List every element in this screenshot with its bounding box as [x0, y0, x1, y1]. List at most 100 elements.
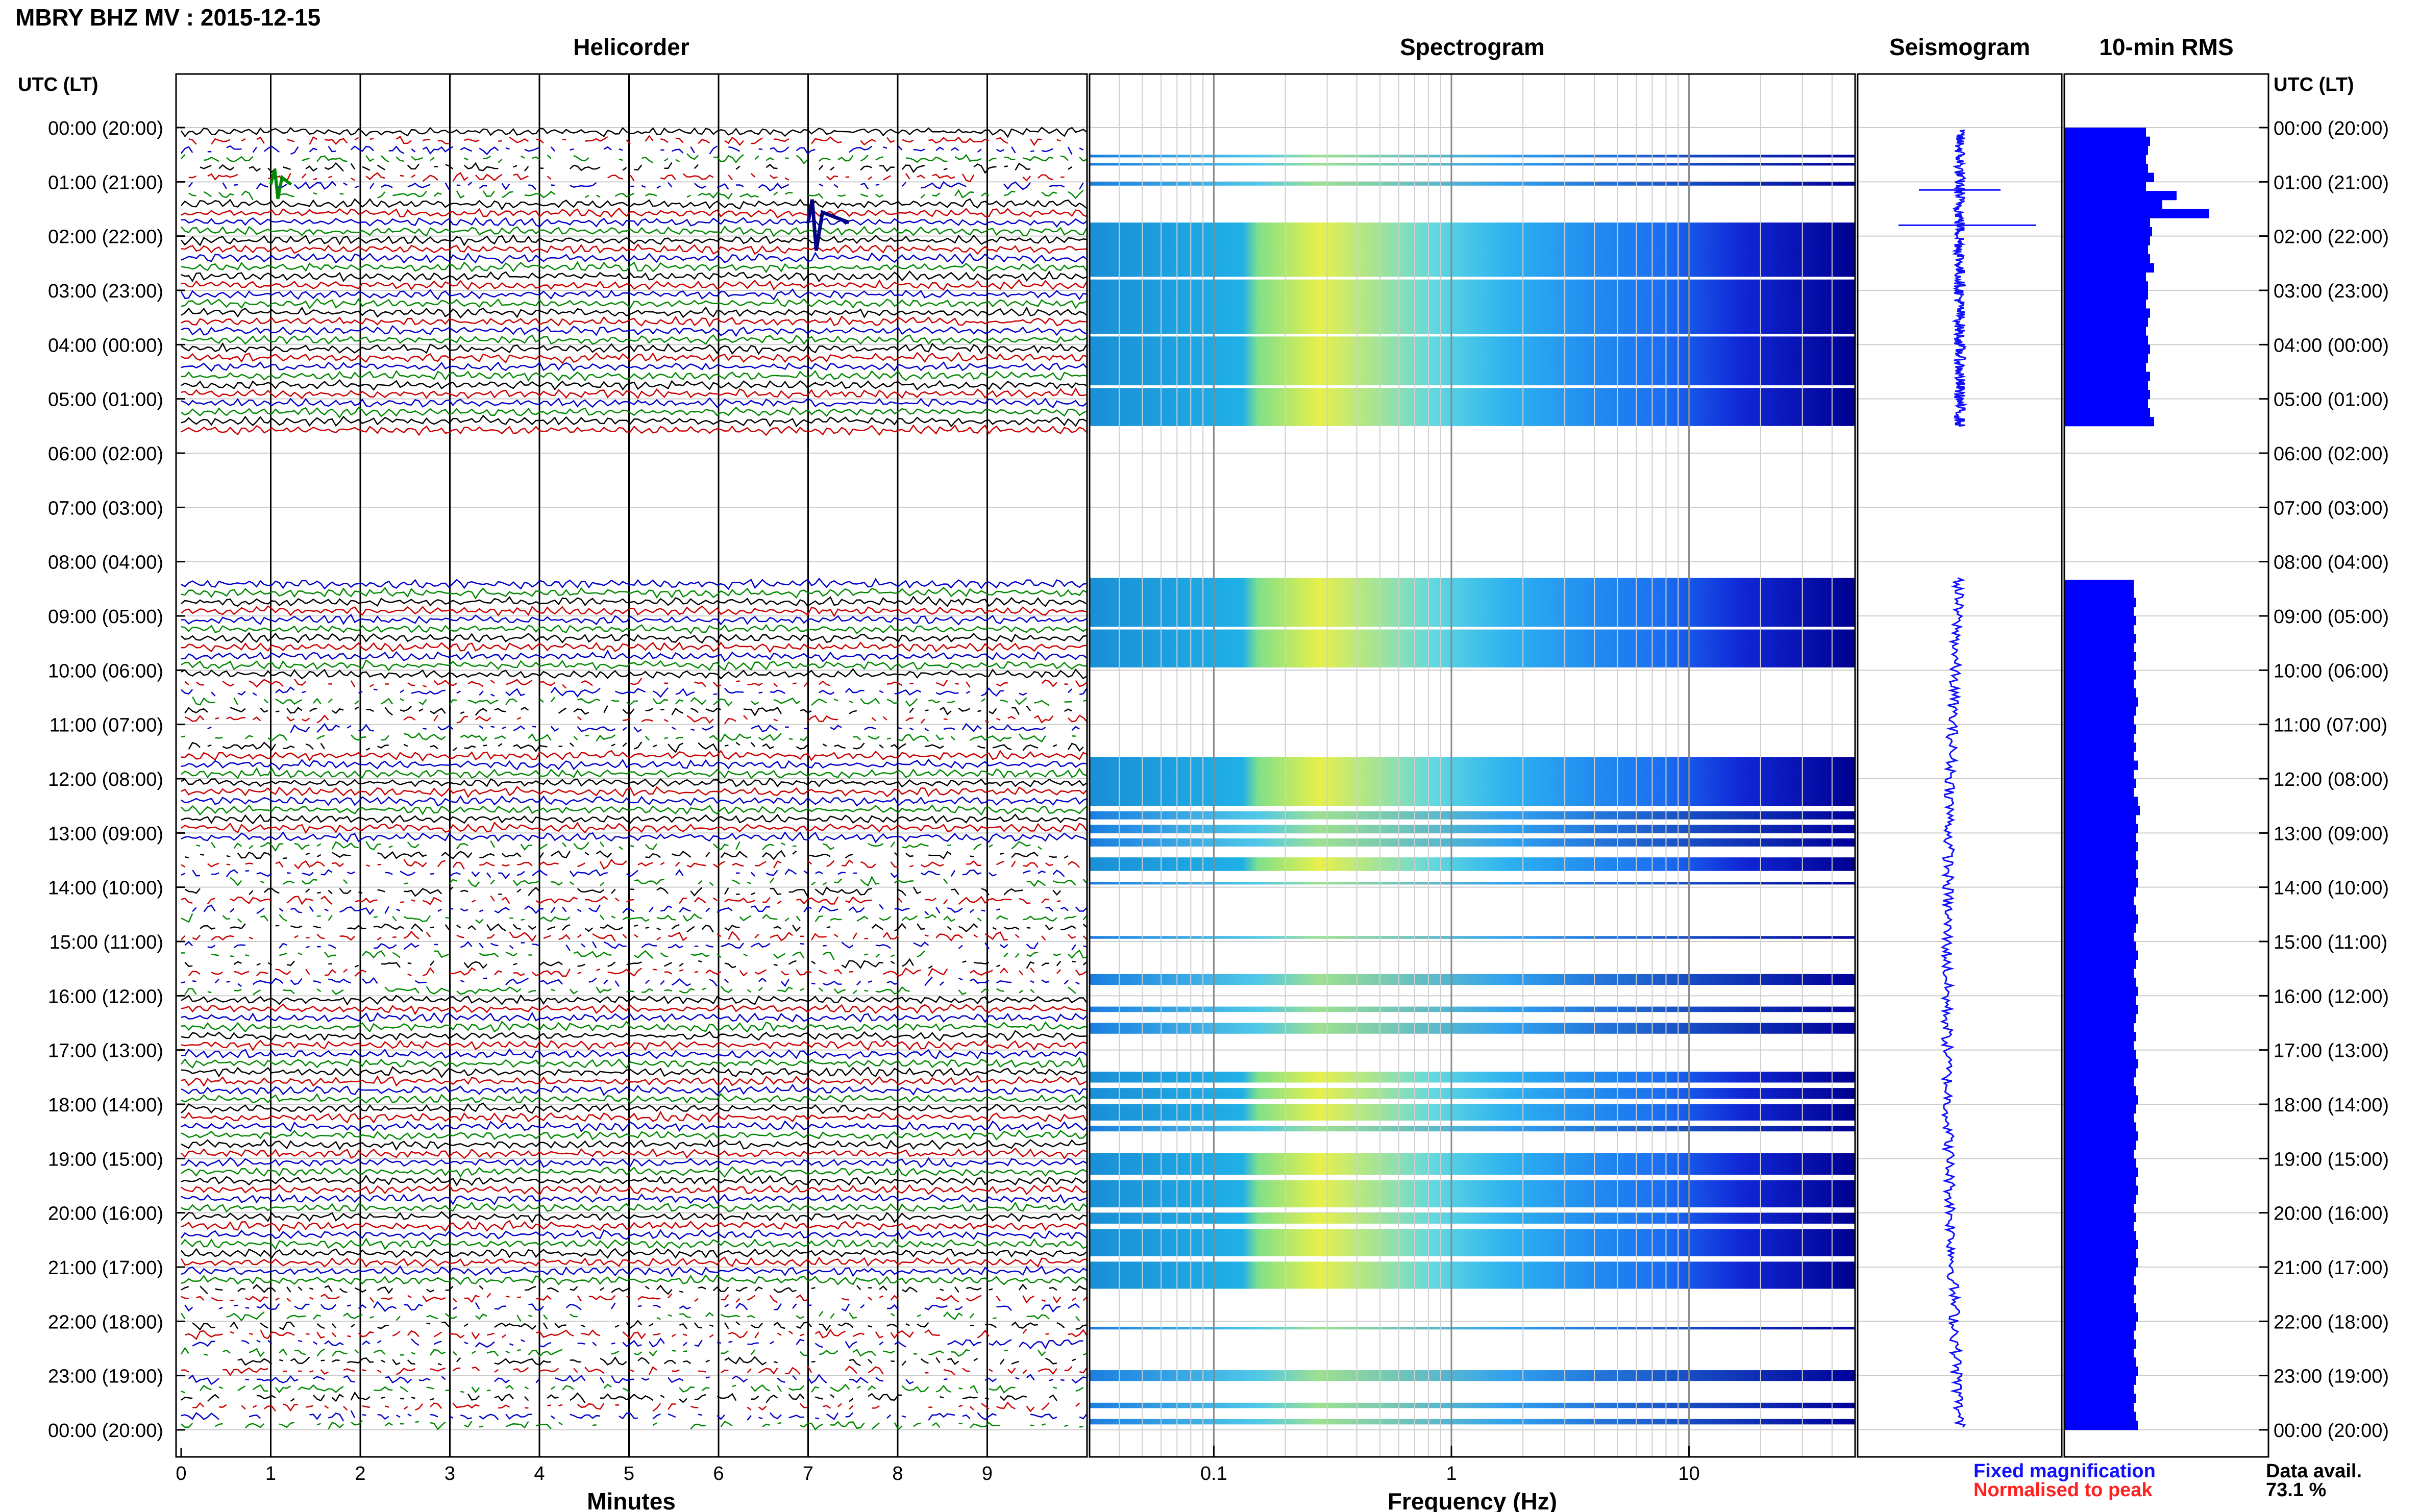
- rms-bar: [2064, 1394, 2136, 1403]
- rms-bar: [2064, 779, 2136, 788]
- time-tick-label-right: 14:00 (10:00): [2274, 878, 2389, 899]
- rms-bar: [2064, 317, 2148, 327]
- rms-bar: [2064, 236, 2150, 245]
- rms-bar: [2064, 1176, 2136, 1186]
- helicorder-trace: [181, 613, 1088, 626]
- time-tick-label-left: 02:00 (22:00): [48, 227, 163, 248]
- rms-bar: [2064, 145, 2148, 155]
- helicorder-trace: [181, 1030, 1088, 1042]
- helicorder-trace: [181, 605, 1088, 617]
- helicorder-trace: [181, 424, 1088, 436]
- time-tick-label-left: 17:00 (13:00): [48, 1040, 163, 1062]
- rms-bar: [2064, 1185, 2138, 1195]
- helicorder-trace: [181, 334, 1088, 345]
- helicorder-trace: [180, 1229, 1088, 1241]
- helicorder-trace: [184, 714, 1088, 725]
- rms-bar: [2064, 1104, 2136, 1114]
- helicorder-trace: [184, 941, 1088, 951]
- rms-bar: [2064, 851, 2136, 860]
- data-avail-label: Data avail.: [2266, 1460, 2362, 1482]
- helicorder-trace: [181, 306, 1088, 319]
- helicorder-xlabel: Minutes: [587, 1488, 676, 1512]
- helicorder-trace: [181, 379, 1088, 391]
- rms-bar: [2064, 335, 2148, 345]
- rms-bar: [2064, 1212, 2136, 1222]
- rms-bar: [2064, 136, 2150, 146]
- rms-bar: [2064, 1149, 2134, 1159]
- helicorder-trace: [181, 930, 1088, 942]
- rms-bar: [2064, 1203, 2134, 1213]
- spectrogram-band: [1090, 1006, 1855, 1012]
- rms-bar: [2064, 389, 2150, 400]
- helicorder-traces: [181, 74, 1087, 1457]
- helicorder-trace: [181, 234, 1088, 246]
- helicorder-trace: [181, 1120, 1088, 1133]
- helicorder-trace: [181, 1174, 1088, 1186]
- freq-tick-label: 10: [1678, 1463, 1699, 1484]
- rms-bar: [2064, 887, 2136, 897]
- helicorder-trace: [181, 198, 1088, 211]
- rms-bar: [2064, 1366, 2138, 1376]
- spectrogram-band: [1090, 1072, 1855, 1083]
- rms-bar: [2064, 905, 2136, 915]
- helicorder-trace: [181, 1211, 1088, 1224]
- helicorder-trace: [181, 596, 1088, 607]
- spectrogram-band: [1090, 825, 1855, 833]
- helicorder-trace: [181, 1410, 1088, 1422]
- rms-bar: [2064, 860, 2138, 870]
- spectrogram-band: [1090, 629, 1855, 668]
- rms-bar: [2064, 1050, 2136, 1059]
- minute-tick-label: 1: [265, 1463, 276, 1484]
- freq-tick-label: 1: [1446, 1463, 1457, 1484]
- helicorder-trace: [238, 1357, 1083, 1366]
- helicorder-trace: [181, 414, 1088, 428]
- rms-bar: [2064, 697, 2138, 707]
- time-tick-label-right: 19:00 (15:00): [2274, 1149, 2389, 1170]
- spectrogram-band: [1090, 757, 1855, 806]
- helicorder-trace: [181, 298, 1088, 309]
- time-axis-label-right: UTC (LT): [2274, 74, 2354, 95]
- rms-bar: [2064, 833, 2136, 842]
- time-tick-label-right: 04:00 (00:00): [2274, 335, 2389, 356]
- helicorder-trace: [185, 986, 1087, 995]
- helicorder-trace: [181, 641, 1088, 653]
- rms-bar: [2064, 742, 2136, 752]
- helicorder-trace: [181, 750, 1088, 762]
- time-tick-label-left: 11:00 (07:00): [50, 715, 163, 736]
- helicorder-trace: [181, 1075, 1088, 1087]
- minute-tick-label: 8: [892, 1463, 903, 1484]
- helicorder-trace: [196, 841, 1087, 851]
- helicorder-trace: [180, 127, 1088, 138]
- time-tick-label-right: 10:00 (06:00): [2274, 660, 2389, 682]
- helicorder-trace: [181, 243, 1088, 255]
- helicorder-trace: [188, 189, 1084, 201]
- helicorder-trace: [181, 361, 1088, 372]
- helicorder-trace: [181, 1237, 1088, 1250]
- panel-frame: [2063, 73, 2269, 1458]
- rms-bar: [2064, 209, 2209, 218]
- rms-bar: [2064, 580, 2134, 589]
- time-tick-label-right: 18:00 (14:00): [2274, 1095, 2389, 1116]
- helicorder-trace: [185, 1328, 1088, 1341]
- minute-tick-label: 9: [982, 1463, 993, 1484]
- time-tick-label-right: 03:00 (23:00): [2274, 281, 2389, 302]
- spectrogram-band: [1090, 182, 1855, 186]
- helicorder-trace: [200, 923, 1088, 933]
- spectrogram-band: [1090, 1023, 1855, 1034]
- helicorder-trace: [181, 1283, 1088, 1295]
- time-tick-label-left: 00:00 (20:00): [48, 1420, 163, 1442]
- rms-bar: [2064, 733, 2134, 743]
- helicorder-trace: [181, 1201, 1088, 1213]
- helicorder-trace: [181, 1147, 1088, 1159]
- helicorder-trace: [181, 252, 1088, 265]
- time-tick-label-left: 14:00 (10:00): [48, 878, 163, 899]
- rms-bar: [2064, 986, 2138, 996]
- time-tick-label-left: 01:00 (21:00): [48, 172, 163, 193]
- rms-bar: [2064, 163, 2148, 173]
- helicorder-trace: [181, 1056, 1088, 1069]
- rms-bar: [2064, 1131, 2138, 1141]
- rms-bar: [2064, 1240, 2138, 1250]
- panel-frame: [1857, 73, 2063, 1458]
- helicorder-trace: [181, 315, 1088, 328]
- helicorder-trace: [181, 1420, 1083, 1431]
